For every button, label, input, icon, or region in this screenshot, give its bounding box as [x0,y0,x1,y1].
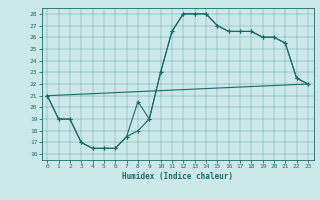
X-axis label: Humidex (Indice chaleur): Humidex (Indice chaleur) [122,172,233,181]
